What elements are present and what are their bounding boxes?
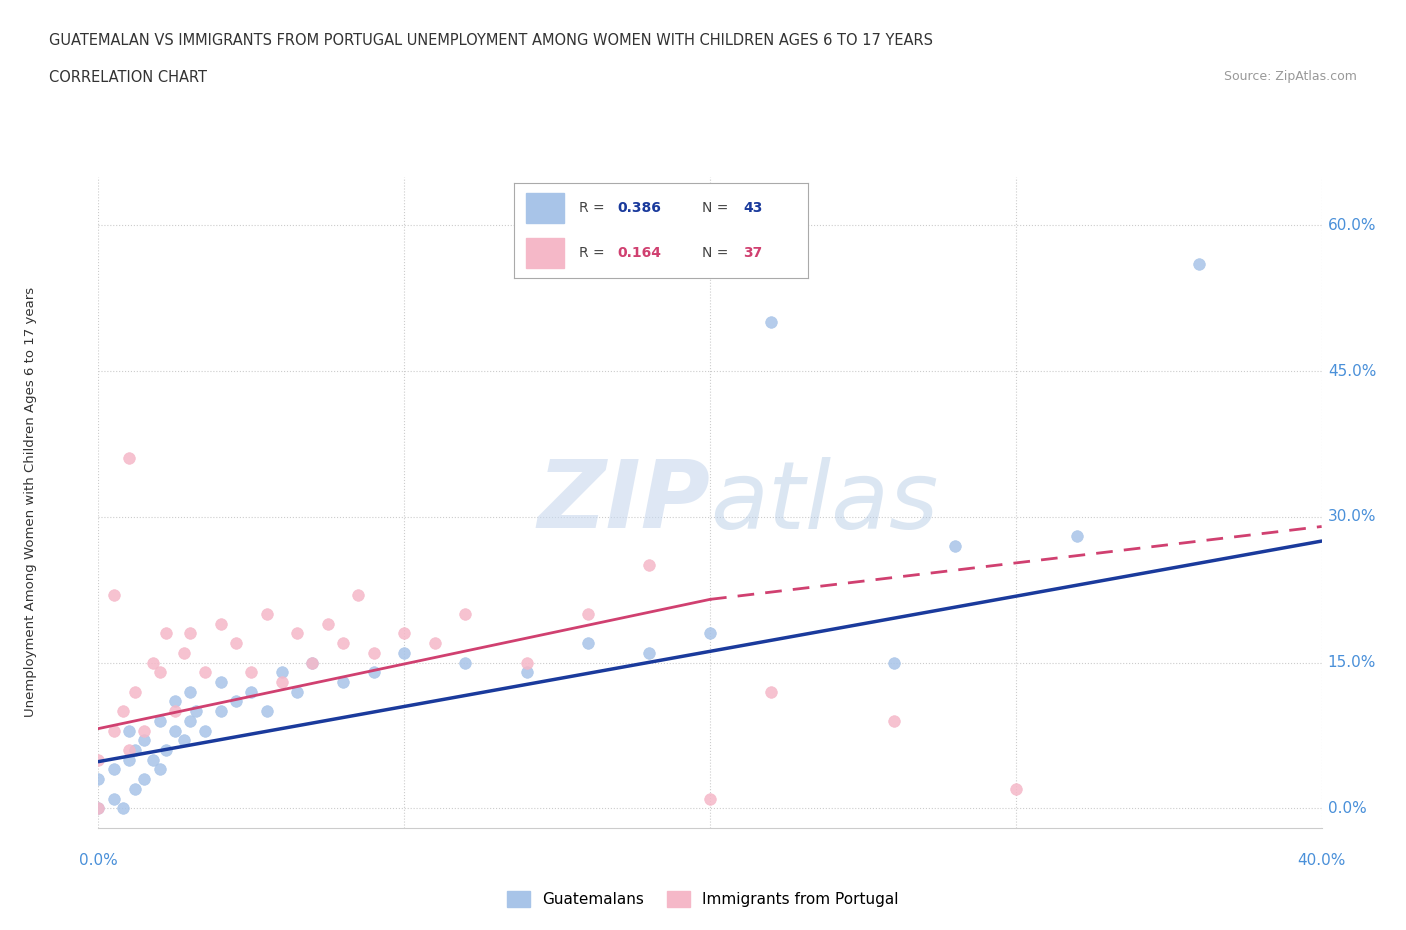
Text: 40.0%: 40.0%: [1298, 853, 1346, 868]
Point: [637, 645, 661, 660]
Point: [142, 655, 165, 670]
Point: [173, 733, 195, 748]
Point: [103, 587, 125, 602]
Text: 0.0%: 0.0%: [79, 853, 118, 868]
Point: [209, 617, 232, 631]
Point: [301, 655, 323, 670]
Point: [124, 684, 146, 699]
Point: [363, 645, 385, 660]
Point: [124, 742, 146, 757]
Point: [943, 538, 966, 553]
Point: [1004, 781, 1026, 796]
Point: [149, 713, 172, 728]
Point: [270, 674, 292, 689]
Point: [454, 655, 477, 670]
Point: [118, 742, 141, 757]
Point: [149, 762, 172, 777]
Point: [173, 645, 195, 660]
Text: atlas: atlas: [710, 457, 938, 548]
Text: CORRELATION CHART: CORRELATION CHART: [49, 70, 207, 85]
Point: [134, 724, 156, 738]
Point: [516, 655, 538, 670]
Point: [134, 772, 156, 787]
Point: [111, 704, 134, 719]
Point: [516, 665, 538, 680]
Text: ZIP: ZIP: [537, 457, 710, 548]
Point: [179, 713, 201, 728]
Point: [240, 665, 263, 680]
Point: [186, 704, 208, 719]
Text: Unemployment Among Women with Children Ages 6 to 17 years: Unemployment Among Women with Children A…: [24, 287, 38, 717]
Point: [118, 724, 141, 738]
Point: [576, 606, 599, 621]
Point: [332, 635, 354, 650]
Point: [392, 645, 416, 660]
Point: [118, 752, 141, 767]
Point: [142, 752, 165, 767]
Point: [759, 684, 782, 699]
Point: [149, 665, 172, 680]
Point: [103, 762, 125, 777]
Text: 15.0%: 15.0%: [1327, 655, 1376, 670]
Point: [179, 626, 201, 641]
Point: [1066, 529, 1088, 544]
Point: [392, 626, 416, 641]
Point: [155, 742, 177, 757]
Point: [285, 684, 308, 699]
Text: 0.0%: 0.0%: [1327, 801, 1367, 816]
Point: [179, 684, 201, 699]
Point: [240, 684, 263, 699]
Point: [134, 733, 156, 748]
Point: [194, 724, 217, 738]
Point: [225, 635, 247, 650]
Point: [209, 704, 232, 719]
Point: [347, 587, 370, 602]
Point: [87, 772, 110, 787]
Point: [118, 451, 141, 466]
Point: [332, 674, 354, 689]
Point: [124, 781, 146, 796]
Text: GUATEMALAN VS IMMIGRANTS FROM PORTUGAL UNEMPLOYMENT AMONG WOMEN WITH CHILDREN AG: GUATEMALAN VS IMMIGRANTS FROM PORTUGAL U…: [49, 33, 934, 47]
Point: [363, 665, 385, 680]
Point: [454, 606, 477, 621]
Text: Source: ZipAtlas.com: Source: ZipAtlas.com: [1223, 70, 1357, 83]
Point: [316, 617, 339, 631]
Point: [111, 801, 134, 816]
Point: [576, 635, 599, 650]
Text: 60.0%: 60.0%: [1327, 218, 1376, 232]
Point: [103, 791, 125, 806]
Point: [256, 704, 278, 719]
Point: [883, 655, 905, 670]
Legend: Guatemalans, Immigrants from Portugal: Guatemalans, Immigrants from Portugal: [501, 884, 905, 913]
Point: [637, 558, 661, 573]
Point: [883, 713, 905, 728]
Point: [423, 635, 446, 650]
Point: [285, 626, 308, 641]
Point: [699, 626, 721, 641]
Point: [87, 801, 110, 816]
Point: [163, 724, 186, 738]
Text: 45.0%: 45.0%: [1327, 364, 1376, 379]
Point: [155, 626, 177, 641]
Point: [87, 801, 110, 816]
Point: [103, 724, 125, 738]
Point: [87, 752, 110, 767]
Point: [256, 606, 278, 621]
Point: [1188, 257, 1211, 272]
Point: [209, 674, 232, 689]
Point: [699, 791, 721, 806]
Point: [163, 694, 186, 709]
Text: 30.0%: 30.0%: [1327, 510, 1376, 525]
Point: [301, 655, 323, 670]
Point: [270, 665, 292, 680]
Point: [759, 315, 782, 330]
Point: [163, 704, 186, 719]
Point: [194, 665, 217, 680]
Point: [225, 694, 247, 709]
